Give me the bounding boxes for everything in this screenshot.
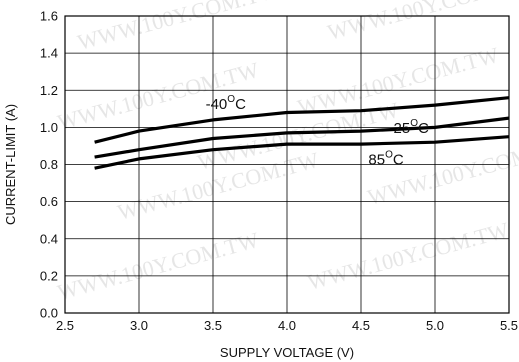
x-tick-label: 3.5 — [204, 318, 222, 333]
x-tick-label: 3.0 — [130, 318, 148, 333]
series-line-25 — [94, 116, 510, 159]
watermark-text: WWW.100Y.COM.TW — [325, 0, 519, 45]
series-line-85 — [94, 135, 510, 170]
watermark-text: WWW.100Y.COM.TW — [75, 0, 282, 55]
y-tick-label: 0.8 — [40, 157, 58, 172]
series-line--40 — [94, 96, 510, 144]
series-layer — [94, 96, 510, 170]
series-labels: -40OC 25OC 85OC — [206, 94, 429, 169]
x-tick-label: 5.5 — [500, 318, 518, 333]
y-tick-label: 0.0 — [40, 306, 58, 321]
series-label-25: 25OC — [394, 118, 429, 137]
x-tick-labels: 2.5 3.0 3.5 4.0 4.5 5.0 5.5 — [56, 318, 518, 333]
x-tick-label: 4.0 — [278, 318, 296, 333]
y-tick-label: 1.2 — [40, 83, 58, 98]
x-tick-label: 4.5 — [352, 318, 370, 333]
series-label-85: 85OC — [368, 150, 403, 169]
y-tick-label: 0.6 — [40, 194, 58, 209]
y-tick-label: 0.2 — [40, 268, 58, 283]
x-axis-title: SUPPLY VOLTAGE (V) — [220, 345, 354, 360]
watermark-text: WWW.100Y.COM.TW — [305, 217, 512, 295]
y-tick-label: 0.4 — [40, 231, 58, 246]
y-axis-title: CURRENT-LIMIT (A) — [3, 104, 18, 225]
y-tick-label: 1.4 — [40, 46, 58, 61]
y-tick-label: 1.6 — [40, 9, 58, 24]
y-tick-labels: 0.0 0.2 0.4 0.6 0.8 1.0 1.2 1.4 1.6 — [40, 9, 58, 321]
series-label--40: -40OC — [206, 94, 246, 113]
y-tick-label: 1.0 — [40, 120, 58, 135]
plot-area-border — [64, 15, 510, 314]
x-tick-label: 2.5 — [56, 318, 74, 333]
x-tick-label: 5.0 — [426, 318, 444, 333]
